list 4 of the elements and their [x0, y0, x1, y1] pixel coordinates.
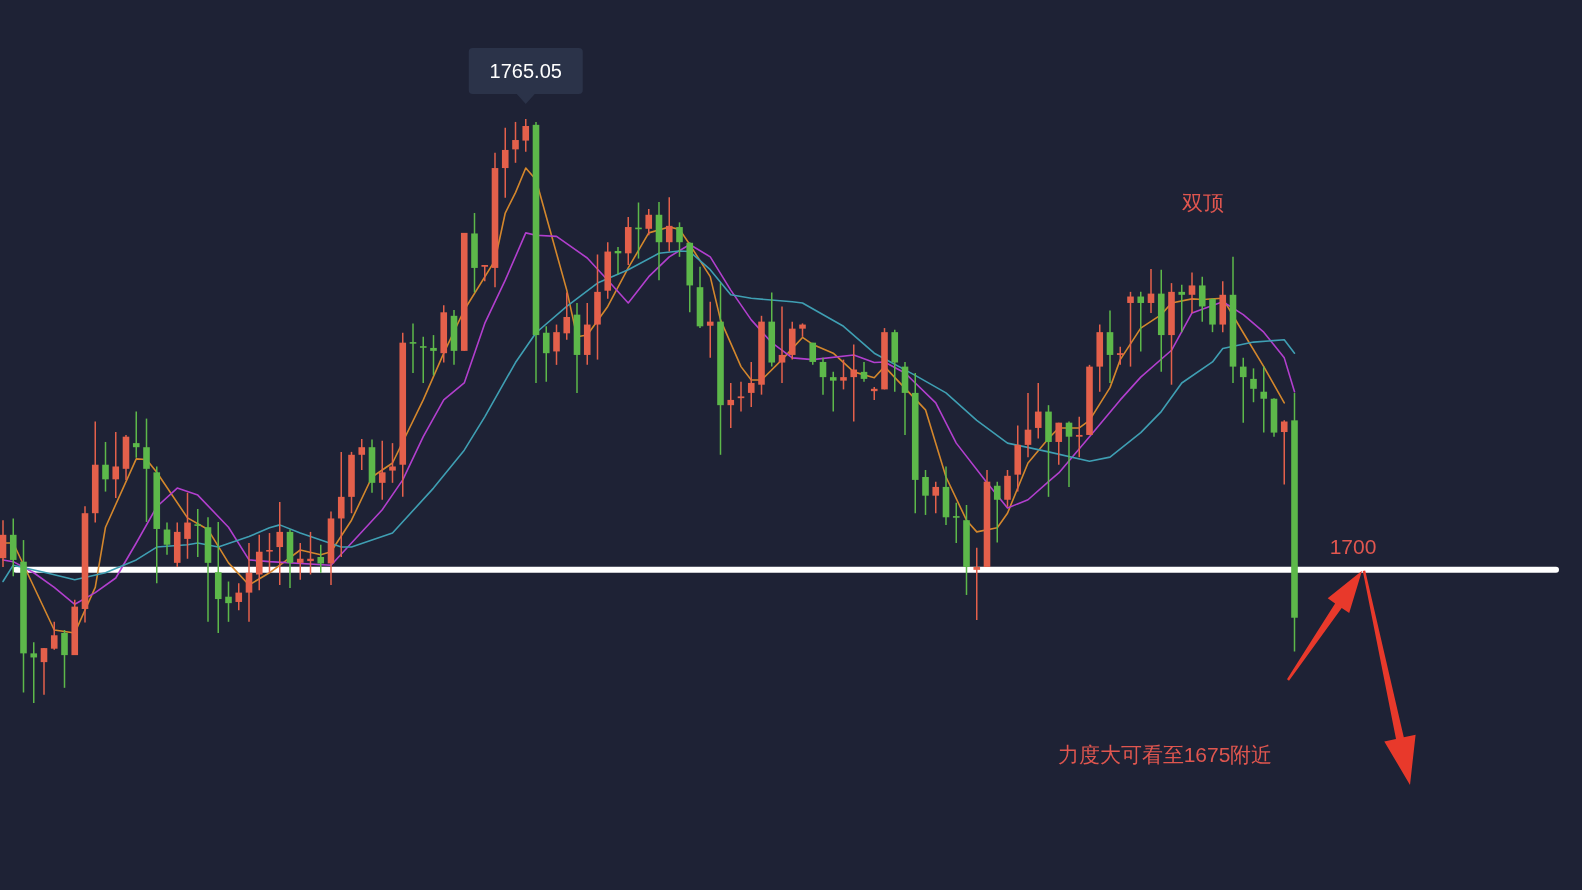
annotation: 1765.05: [489, 60, 562, 82]
text: 1700: [1329, 534, 1377, 558]
text: 力度大可看至1675附近: [1057, 743, 1273, 766]
annotation: 双顶: [1182, 191, 1224, 214]
